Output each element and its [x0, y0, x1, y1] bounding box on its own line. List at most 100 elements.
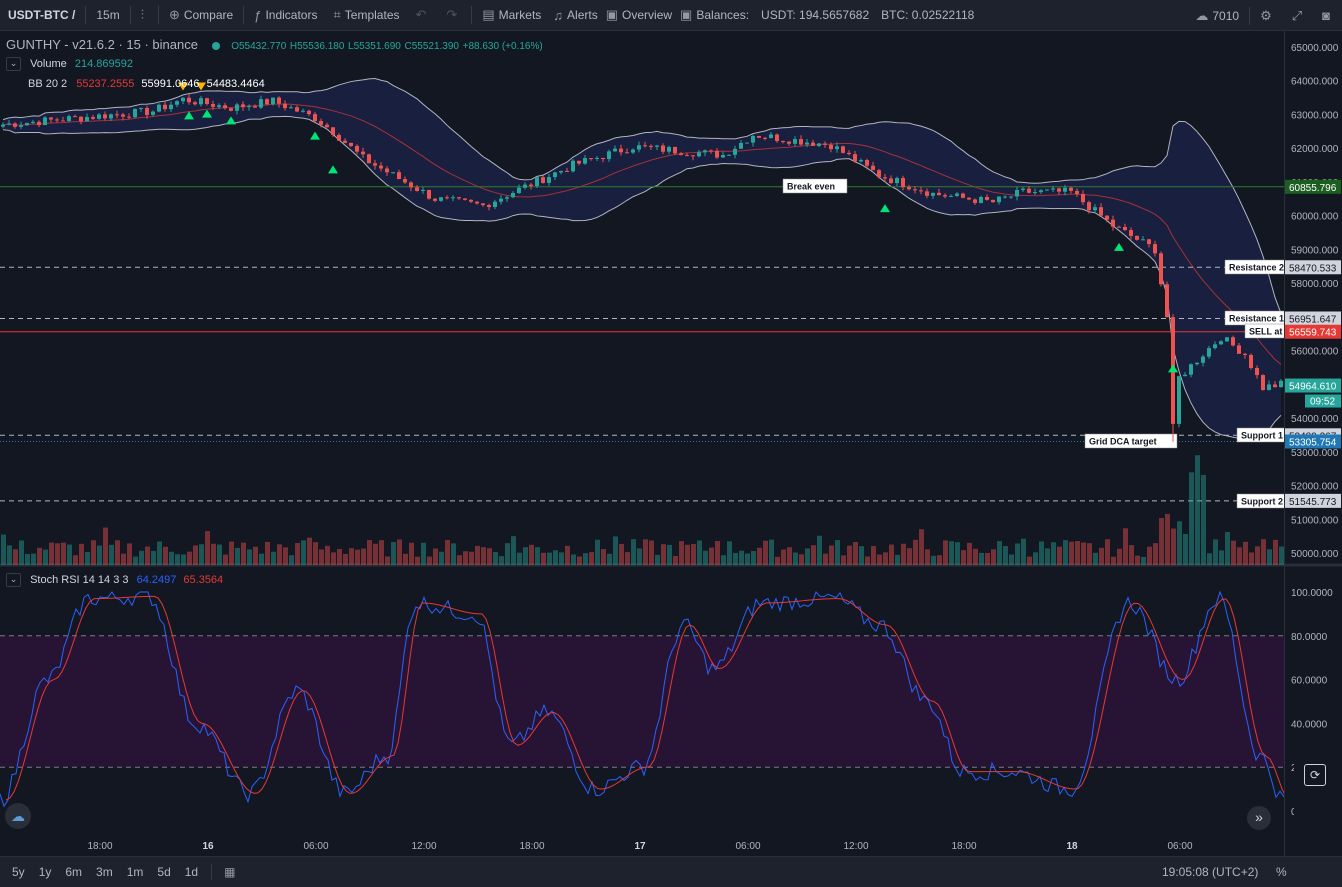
candle-body — [349, 142, 353, 146]
volume-bar — [1117, 548, 1122, 565]
gear-icon: ⚙ — [1260, 7, 1272, 23]
range-button[interactable]: 1d — [184, 865, 199, 879]
volume-bar — [499, 556, 504, 565]
candle-body — [649, 145, 653, 147]
candle-body — [967, 197, 971, 200]
date-range-icon[interactable]: ▦ — [224, 865, 236, 879]
volume-bar — [727, 541, 732, 565]
candle-body — [1009, 196, 1013, 198]
range-button[interactable]: 1y — [38, 865, 52, 879]
range-button[interactable]: 5d — [157, 865, 171, 879]
volume-bar — [595, 539, 600, 565]
volume-bar — [1045, 548, 1050, 565]
cloud-counter[interactable]: ☁ 7010 — [1187, 0, 1247, 31]
volume-bar — [397, 539, 402, 565]
volume-bar — [817, 535, 822, 565]
candle-body — [1267, 384, 1271, 391]
reload-icon[interactable]: ⟳ — [1304, 764, 1326, 786]
volume-bar — [1015, 543, 1020, 565]
volume-bar — [133, 556, 138, 565]
volume-bar — [307, 537, 312, 565]
candle-body — [655, 145, 659, 147]
redo-button[interactable]: ↷ — [438, 0, 469, 31]
volume-bar — [535, 547, 540, 565]
volume-bar — [1087, 543, 1092, 565]
volume-bar — [667, 544, 672, 565]
volume-bar — [1243, 541, 1248, 565]
percent-toggle[interactable]: % — [1276, 865, 1287, 879]
volume-bar — [85, 552, 90, 565]
volume-bar — [259, 553, 264, 565]
volume-bar — [391, 542, 396, 565]
volume-bar — [553, 550, 558, 565]
balances-button[interactable]: ▣ Balances: — [676, 0, 753, 31]
time-tick-label: 17 — [634, 841, 646, 852]
scroll-to-realtime-button[interactable]: » — [1247, 806, 1271, 830]
volume-bar — [1123, 528, 1128, 565]
volume-bar — [181, 554, 186, 565]
chart-style-button[interactable]: ⫶ — [133, 0, 156, 31]
chart-area[interactable]: 18:00 16 06:00 12:00 18:00 17 06:00 12:00 18:00 1… — [0, 31, 1284, 856]
volume-bar — [991, 549, 996, 565]
symbol-search[interactable]: USDT-BTC / — [0, 0, 83, 31]
candle-body — [115, 114, 119, 116]
fullscreen-icon: ⤢ — [1291, 7, 1303, 23]
markets-button[interactable]: ▤ Markets — [474, 0, 549, 31]
candle-body — [577, 160, 581, 164]
candle-body — [643, 145, 647, 147]
countdown-value: 09:52 — [1310, 397, 1335, 408]
candle-body — [1219, 341, 1223, 345]
compare-button[interactable]: ⊕ Compare — [161, 0, 241, 31]
volume-bar — [877, 554, 882, 565]
overview-button[interactable]: ▣ Overview — [602, 0, 676, 31]
volume-bar — [679, 541, 684, 565]
candle-body — [985, 196, 989, 200]
candle-body — [61, 120, 65, 122]
alerts-button[interactable]: ♫ Alerts — [549, 0, 601, 31]
time-tick-label: 18:00 — [951, 841, 976, 852]
volume-bar — [1105, 539, 1110, 565]
templates-button[interactable]: ⌗ Templates — [325, 0, 407, 31]
candle-body — [1261, 375, 1265, 391]
collapse-button[interactable]: ⌄ — [6, 573, 21, 587]
volume-bar — [1021, 538, 1026, 565]
logo-icon[interactable]: ☁ — [5, 803, 31, 829]
undo-button[interactable]: ↶ — [408, 0, 439, 31]
range-buttons: 5y 1y 6m 3m 1m 5d 1d — [0, 865, 205, 879]
snapshot-button[interactable]: ◙ — [1314, 0, 1342, 31]
volume-bar — [859, 546, 864, 565]
level-price-tag — [1285, 179, 1341, 194]
candle-body — [139, 108, 143, 110]
volume-bar — [55, 543, 60, 565]
templates-label: Templates — [344, 8, 400, 22]
volume-bar — [457, 555, 462, 565]
candle-body — [1003, 196, 1007, 198]
volume-bar — [1213, 539, 1218, 565]
fullscreen-button[interactable]: ⤢ — [1284, 0, 1314, 31]
volume-bar — [1099, 547, 1104, 565]
volume-bar — [637, 548, 642, 565]
candle-body — [937, 192, 941, 196]
candle-body — [667, 146, 671, 152]
interval-button[interactable]: 15m — [88, 0, 127, 31]
volume-bar — [787, 547, 792, 565]
range-button[interactable]: 5y — [12, 865, 25, 879]
price-tick-label: 65000.000 — [1291, 43, 1339, 54]
settings-button[interactable]: ⚙ — [1252, 0, 1284, 31]
candle-body — [979, 196, 983, 203]
volume-bar — [1027, 556, 1032, 565]
price-tick-label: 56000.000 — [1291, 347, 1339, 358]
volume-bar — [487, 548, 492, 565]
price-axis[interactable]: 65000.00064000.00063000.00062000.0006100… — [1284, 31, 1342, 856]
chart-canvas[interactable]: 18:00 16 06:00 12:00 18:00 17 06:00 12:00 18:00 1… — [0, 31, 1284, 856]
indicators-button[interactable]: ƒ Indicators — [246, 0, 325, 31]
candle-body — [919, 190, 923, 192]
volume-bar — [961, 550, 966, 565]
bb-legend: BB 20 2 55237.2555 55991.0646 54483.4464 — [28, 78, 265, 90]
range-button[interactable]: 6m — [65, 865, 83, 879]
range-button[interactable]: 1m — [126, 865, 144, 879]
collapse-button[interactable]: ⌄ — [6, 57, 21, 71]
candle-body — [295, 107, 299, 112]
candle-body — [691, 155, 695, 157]
range-button[interactable]: 3m — [96, 865, 113, 879]
